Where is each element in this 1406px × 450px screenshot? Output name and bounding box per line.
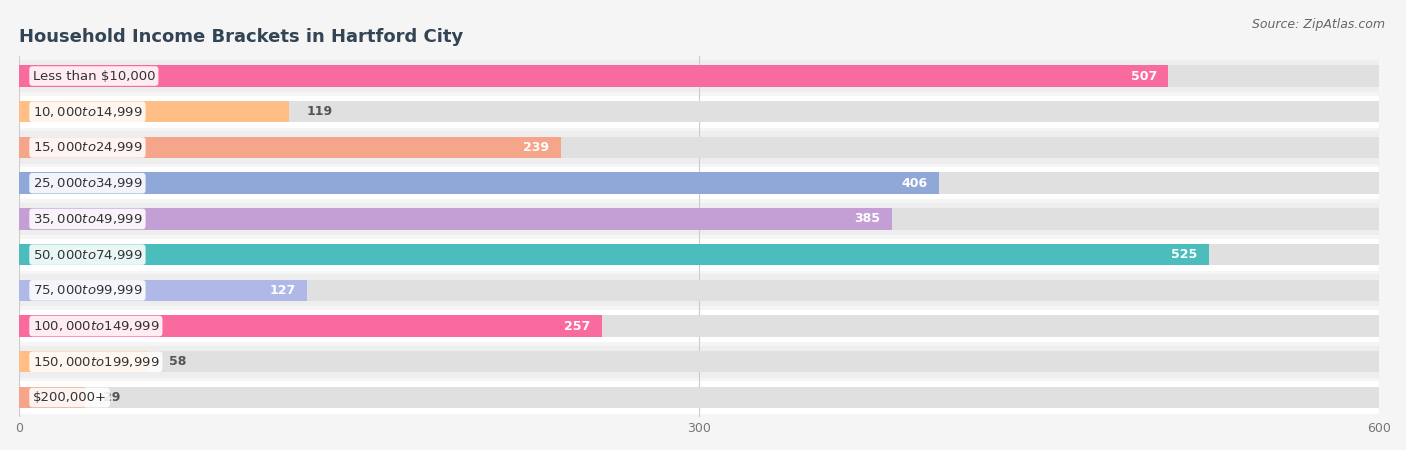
Text: $50,000 to $74,999: $50,000 to $74,999: [32, 248, 142, 261]
Text: $75,000 to $99,999: $75,000 to $99,999: [32, 284, 142, 297]
Text: Household Income Brackets in Hartford City: Household Income Brackets in Hartford Ci…: [20, 28, 463, 46]
Text: $150,000 to $199,999: $150,000 to $199,999: [32, 355, 159, 369]
Text: $100,000 to $149,999: $100,000 to $149,999: [32, 319, 159, 333]
Bar: [20, 351, 150, 373]
Bar: [20, 238, 1379, 271]
Text: 58: 58: [169, 356, 186, 368]
Bar: [20, 382, 1379, 414]
Bar: [20, 387, 1379, 408]
Bar: [20, 346, 1379, 378]
Text: 119: 119: [307, 105, 333, 118]
Bar: [20, 131, 1379, 163]
Bar: [20, 387, 84, 408]
Bar: [20, 315, 1379, 337]
Bar: [20, 60, 1379, 92]
Bar: [20, 208, 891, 230]
Bar: [20, 172, 939, 194]
Text: 257: 257: [564, 320, 591, 333]
Text: $10,000 to $14,999: $10,000 to $14,999: [32, 105, 142, 119]
Text: 507: 507: [1130, 70, 1157, 82]
Bar: [20, 96, 1379, 128]
Text: 525: 525: [1171, 248, 1198, 261]
Text: $15,000 to $24,999: $15,000 to $24,999: [32, 140, 142, 154]
Text: Source: ZipAtlas.com: Source: ZipAtlas.com: [1251, 18, 1385, 31]
Bar: [20, 101, 1379, 122]
Bar: [20, 279, 1379, 301]
Bar: [20, 274, 1379, 306]
Bar: [20, 65, 1168, 87]
Bar: [20, 244, 1379, 266]
Bar: [20, 279, 307, 301]
Bar: [20, 137, 1379, 158]
Text: 239: 239: [523, 141, 550, 154]
Bar: [20, 351, 1379, 373]
Text: 406: 406: [901, 177, 928, 190]
Text: 127: 127: [270, 284, 295, 297]
Bar: [20, 167, 1379, 199]
Bar: [20, 203, 1379, 235]
Bar: [20, 244, 1209, 266]
Bar: [20, 137, 561, 158]
Text: Less than $10,000: Less than $10,000: [32, 70, 155, 82]
Bar: [20, 315, 602, 337]
Text: $200,000+: $200,000+: [32, 391, 107, 404]
Bar: [20, 310, 1379, 342]
Bar: [20, 172, 1379, 194]
Bar: [20, 65, 1379, 87]
Text: $35,000 to $49,999: $35,000 to $49,999: [32, 212, 142, 226]
Text: $25,000 to $34,999: $25,000 to $34,999: [32, 176, 142, 190]
Text: 385: 385: [855, 212, 880, 225]
Bar: [20, 208, 1379, 230]
Bar: [20, 101, 288, 122]
Text: 29: 29: [103, 391, 121, 404]
